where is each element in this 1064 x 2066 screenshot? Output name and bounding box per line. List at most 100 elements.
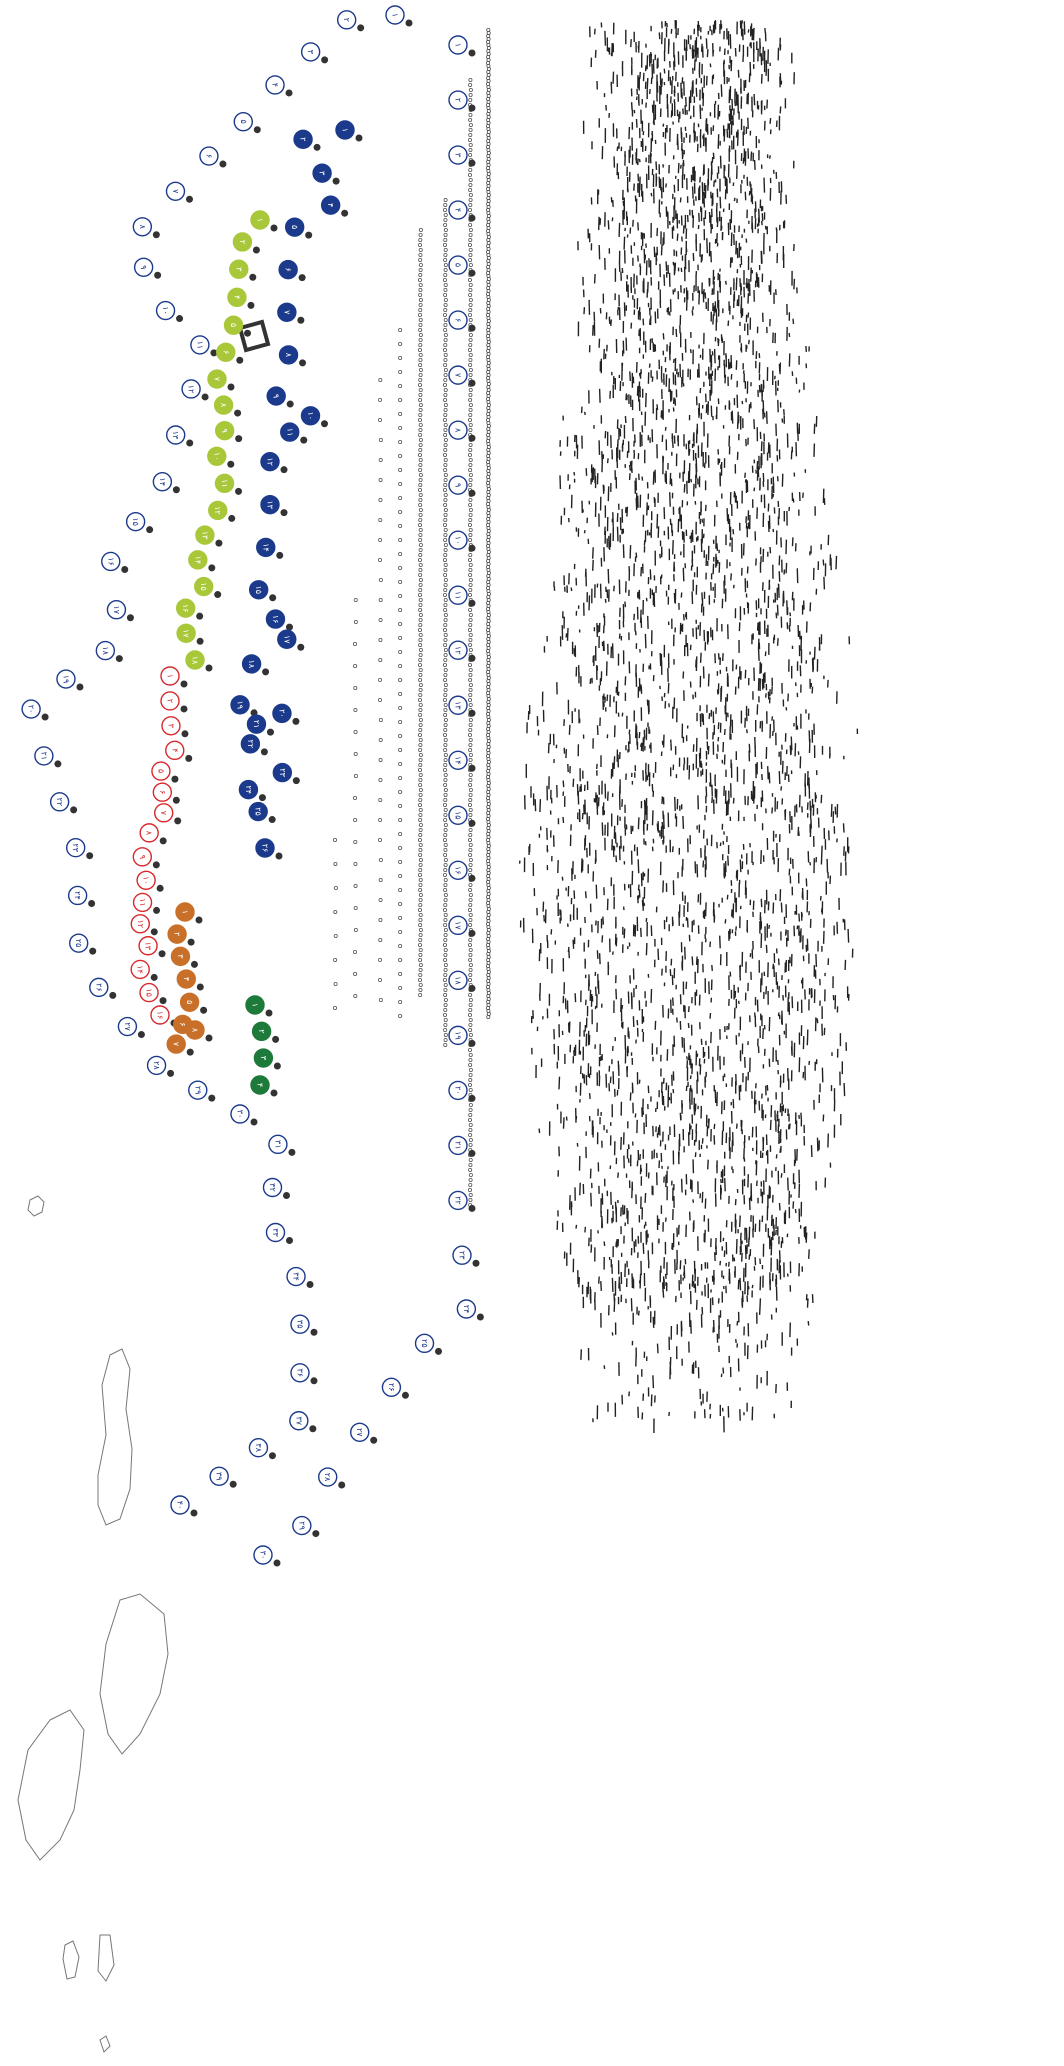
station-marker: [175, 598, 196, 618]
depth-dot: [398, 341, 403, 346]
depth-dot: [443, 1008, 448, 1013]
depth-dot: [398, 790, 403, 795]
depth-dot: [418, 833, 423, 838]
depth-dot: [467, 698, 472, 703]
station-marker: [448, 1025, 468, 1046]
station-marker: [125, 511, 146, 532]
station-label: ۲۰: [27, 705, 36, 714]
depth-dot: [418, 528, 423, 533]
station-marker: [262, 1177, 283, 1198]
depth-dot: [378, 477, 383, 482]
depth-dot: [468, 462, 473, 467]
depth-dot: [418, 993, 423, 998]
station-label: ۷: [212, 377, 221, 382]
depth-dot: [418, 923, 423, 928]
depth-dot: [417, 733, 422, 738]
depth-dot: [468, 292, 473, 297]
depth-dot: [468, 457, 473, 462]
depth-dot: [418, 758, 423, 763]
depth-dot: [468, 372, 473, 377]
depth-dot: [418, 718, 423, 723]
depth-dot: [333, 862, 338, 867]
depth-dot: [468, 1033, 473, 1038]
station-marker: [152, 472, 173, 492]
depth-dot: [468, 402, 473, 407]
station-label: ۱۸: [191, 656, 200, 665]
station-label: ۲۱: [454, 1141, 463, 1150]
station-marker: [290, 1363, 310, 1383]
depth-dot: [378, 718, 383, 723]
depth-dot: [418, 798, 423, 803]
station-marker: [152, 782, 173, 802]
depth-dot: [443, 928, 448, 933]
depth-dot: [398, 874, 403, 879]
station-marker: [138, 936, 158, 956]
depth-dot: [418, 322, 423, 327]
station-marker: [133, 257, 154, 277]
station-marker: [448, 145, 468, 165]
depth-dot: [443, 422, 448, 427]
depth-dot: [443, 808, 448, 813]
depth-dot: [468, 528, 473, 533]
depth-dot: [398, 762, 403, 767]
depth-dot: [442, 417, 447, 422]
station-marker: [240, 734, 261, 754]
depth-dot: [378, 678, 383, 683]
depth-dot: [418, 678, 423, 683]
station-dot: [468, 709, 476, 717]
station-dot: [137, 1031, 145, 1039]
depth-dot: [467, 277, 472, 282]
depth-dot: [443, 748, 448, 753]
depth-dot: [468, 422, 473, 427]
depth-dot: [443, 357, 448, 362]
station-dot: [310, 1377, 318, 1385]
station-label: ۲: [173, 932, 182, 936]
station-marker: [95, 640, 116, 661]
island: [99, 1593, 169, 1755]
depth-dot: [443, 538, 448, 543]
depth-dot: [468, 678, 473, 683]
depth-dot: [418, 292, 423, 297]
depth-dot: [443, 332, 448, 337]
station-dot: [266, 728, 274, 736]
depth-dot: [443, 738, 448, 743]
depth-dot: [418, 437, 423, 442]
station-marker: [132, 217, 153, 237]
depth-dot: [443, 342, 448, 347]
depth-dot: [418, 788, 423, 793]
depth-dot: [418, 327, 423, 332]
depth-dot: [398, 509, 403, 514]
depth-dot: [443, 543, 448, 548]
station-dot: [201, 393, 209, 401]
station-dot: [150, 928, 158, 936]
depth-dot: [468, 723, 473, 728]
depth-dot: [442, 768, 447, 773]
depth-dot: [333, 910, 338, 915]
depth-dot: [443, 583, 448, 588]
depth-dot: [418, 673, 423, 678]
depth-dot: [442, 207, 447, 212]
station-marker: [194, 576, 214, 597]
station-dot: [252, 246, 260, 254]
station-label: ۲۶: [261, 844, 270, 853]
station-marker: [448, 750, 468, 770]
station-marker: [312, 163, 332, 183]
station-marker: [320, 195, 341, 215]
depth-dot: [443, 1028, 448, 1033]
depth-dot: [418, 853, 423, 858]
depth-dot: [418, 753, 423, 758]
station-dot: [338, 1481, 346, 1489]
depth-dot: [467, 1118, 472, 1123]
station-dot: [468, 324, 476, 332]
station-label: ۱۴: [454, 756, 463, 765]
depth-dot: [398, 944, 403, 949]
depth-dot: [442, 487, 447, 492]
depth-dot: [418, 237, 423, 242]
depth-dot: [418, 818, 423, 823]
station-dot: [250, 1118, 258, 1126]
station-dot: [215, 539, 223, 547]
depth-dot: [418, 247, 423, 252]
station-label: ۳۸: [254, 1443, 263, 1452]
depth-dot: [418, 868, 423, 873]
depth-dot: [398, 748, 403, 753]
